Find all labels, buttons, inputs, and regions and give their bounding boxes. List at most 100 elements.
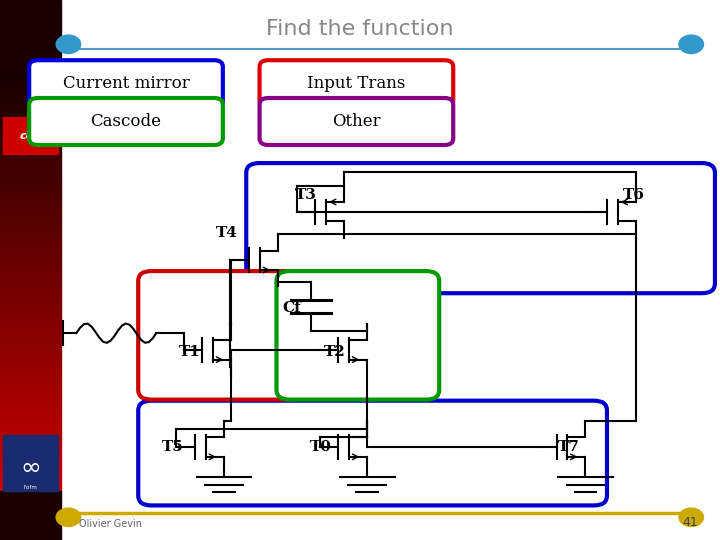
Bar [0,365,61,368]
Bar [0,284,61,288]
FancyBboxPatch shape [276,271,439,400]
FancyBboxPatch shape [260,98,454,145]
Bar [0,292,61,295]
Bar [0,172,61,176]
Bar [0,341,61,344]
Bar [0,326,61,330]
Bar [0,368,61,372]
Bar [0,376,61,379]
Bar [0,421,61,424]
Bar [0,309,61,312]
Text: Other: Other [332,113,381,130]
Bar [0,126,61,130]
Bar [0,386,61,390]
Bar [3,117,58,154]
Bar [0,407,61,410]
Bar [0,305,61,309]
Bar [0,481,61,484]
Bar [0,484,61,488]
Bar [0,446,61,449]
Bar [0,477,61,481]
Bar [0,453,61,456]
Bar [0,218,61,221]
Bar [0,253,61,256]
Bar [0,77,61,80]
Text: Cf: Cf [282,301,301,315]
Bar [0,235,61,239]
Bar [0,130,61,133]
Bar [0,80,61,84]
Text: T7: T7 [558,440,580,454]
Bar [0,358,61,362]
Bar [0,351,61,354]
Bar [0,333,61,337]
Bar [0,242,61,246]
Bar [0,186,61,190]
Bar [0,207,61,211]
Text: T5: T5 [162,440,184,454]
FancyBboxPatch shape [138,401,607,505]
Bar [0,74,61,77]
Bar [0,133,61,137]
Bar [0,379,61,382]
Bar [0,372,61,376]
Bar [0,330,61,333]
Bar [0,179,61,183]
Text: Olivier Gevin: Olivier Gevin [79,519,142,529]
Bar [0,267,61,270]
Bar [0,70,61,73]
Bar [0,410,61,414]
Text: Input Trans: Input Trans [307,75,405,92]
Bar [0,400,61,404]
Text: Cascode: Cascode [91,113,161,130]
Bar [0,144,61,147]
Text: T2: T2 [324,345,346,359]
Bar [0,337,61,340]
Bar [0,105,61,109]
FancyBboxPatch shape [29,60,223,107]
Text: Current mirror: Current mirror [63,75,189,92]
Bar [0,249,61,253]
Bar [0,424,61,428]
Bar [0,316,61,320]
Bar [0,123,61,126]
Bar [0,176,61,179]
Bar [0,418,61,421]
Bar [0,147,61,151]
Text: cea: cea [19,131,42,140]
Bar [0,211,61,214]
Bar [0,112,61,116]
Bar [0,256,61,260]
Bar [0,362,61,365]
Bar [0,302,61,306]
Bar [0,140,61,144]
Circle shape [679,508,703,526]
Bar [0,221,61,225]
Bar [0,438,61,442]
Bar [0,414,61,418]
Bar [0,319,61,323]
Text: l'ofm: l'ofm [24,485,37,490]
Bar [0,109,61,112]
Bar [0,432,61,435]
FancyBboxPatch shape [29,98,223,145]
Bar [0,0,61,70]
Bar [0,246,61,249]
Bar [0,151,61,154]
Bar [0,428,61,432]
Bar [0,98,61,102]
Bar [0,456,61,460]
Text: T0: T0 [310,440,331,454]
Bar [0,197,61,200]
Bar [0,288,61,292]
Bar [0,225,61,228]
Bar [0,442,61,446]
Bar [0,348,61,351]
FancyBboxPatch shape [138,271,301,400]
Bar [0,396,61,400]
Bar [0,165,61,168]
Bar [0,344,61,348]
Bar [0,470,61,474]
Bar [0,323,61,326]
Bar [0,232,61,235]
